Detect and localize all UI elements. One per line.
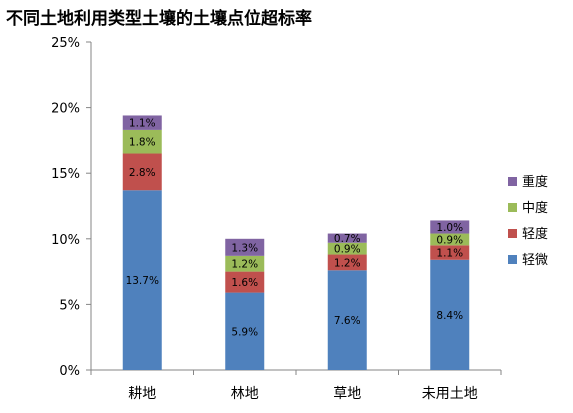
y-tick-label: 25% [51,36,80,51]
bar-segment [430,220,470,234]
x-tick-label: 耕地 [128,385,156,402]
y-tick-label: 0% [59,364,80,379]
y-tick-label: 10% [51,233,80,248]
data-label: 13.7% [126,275,159,287]
bar-segment [327,233,367,243]
data-label: 1.8% [129,137,156,149]
legend-swatch [508,255,517,264]
bar-segment [225,292,265,370]
chart-title: 不同土地利用类型土壤的土壤点位超标率 [6,9,312,29]
data-label: 1.1% [436,248,463,260]
x-tick-label: 草地 [333,386,361,402]
y-tick-label: 20% [51,102,80,117]
bars: 13.7% 2.8% 1.8% 1.1% 5.9% 1.6% 1.2% 1.3% 7.6% 1.2… [122,115,470,370]
data-label: 5.9% [231,326,258,338]
bar-segment [122,153,162,191]
legend-label: 轻度 [522,226,548,242]
data-label: 1.3% [231,242,258,254]
data-label: 0.9% [436,234,463,246]
x-tick-label: 未用土地 [422,386,478,402]
data-label: 8.4% [436,310,463,322]
bar-segment [122,115,162,130]
bar-segment [430,259,470,370]
data-label: 0.9% [334,244,361,256]
data-label: 1.2% [334,257,361,269]
legend-label: 轻微 [522,253,548,268]
bar-segment [327,270,367,370]
bar-segment [225,255,265,272]
data-label: 1.2% [231,259,258,271]
legend-label: 中度 [522,200,548,216]
bar-segment [225,238,265,256]
bar-segment [327,242,367,255]
axes: 0% 5% 10% 15% 20% 25% 耕地 林地 草地 未用土地 [51,36,502,402]
bar-segment [225,271,265,293]
legend-swatch [508,229,517,238]
legend-swatch [508,203,517,212]
bar-segment [430,245,470,260]
data-label: 1.0% [436,222,463,234]
data-label: 2.8% [129,167,156,179]
data-label: 0.7% [334,233,361,245]
bar-segment [122,190,162,370]
legend-label: 重度 [522,174,548,190]
y-tick-label: 15% [51,167,80,182]
data-label: 1.1% [129,118,156,130]
data-label: 7.6% [334,315,361,327]
data-label: 1.6% [231,277,258,289]
legend-swatch [508,177,517,186]
x-tick-label: 林地 [231,386,259,402]
y-tick-label: 5% [59,298,80,313]
bar-segment [122,129,162,154]
bar-segment [430,233,470,246]
bar-segment [327,254,367,271]
